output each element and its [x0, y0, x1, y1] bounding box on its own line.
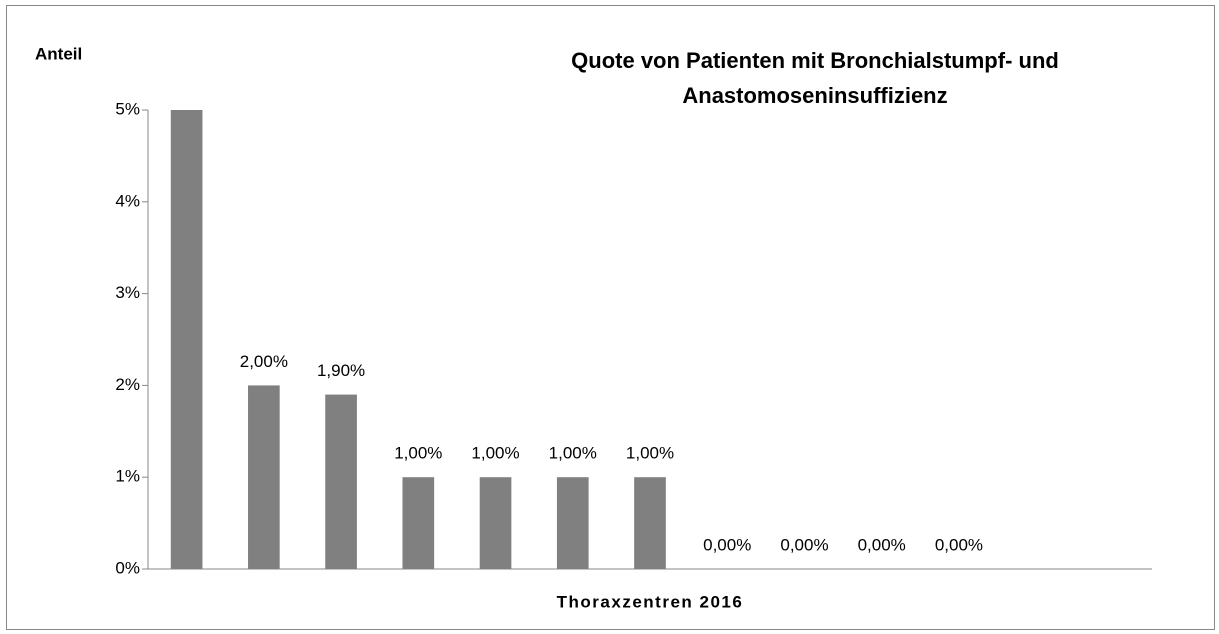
bar	[634, 477, 666, 569]
y-tick-label: 0%	[115, 558, 140, 577]
bar	[325, 394, 357, 569]
data-label: 0,00%	[858, 535, 906, 554]
y-tick-label: 3%	[115, 283, 140, 302]
chart-frame	[6, 5, 1215, 630]
data-label: 2,00%	[240, 352, 288, 371]
bar	[556, 477, 589, 569]
data-label: 0,00%	[703, 535, 751, 554]
chart-title: Anastomoseninsuffizienz	[682, 83, 947, 108]
data-label: 1,00%	[549, 444, 597, 463]
y-axis-label: Anteil	[35, 44, 82, 63]
bar	[170, 110, 203, 569]
y-tick-label: 4%	[115, 191, 140, 210]
data-label: 1,00%	[471, 444, 519, 463]
x-axis-label: Thoraxzentren 2016	[557, 592, 744, 611]
data-label: 1,00%	[394, 444, 442, 463]
y-tick-label: 5%	[115, 99, 140, 118]
data-label: 1,90%	[317, 361, 365, 380]
bar	[248, 385, 280, 569]
chart-title: Quote von Patienten mit Bronchialstumpf-…	[571, 48, 1059, 73]
y-tick-label: 1%	[115, 467, 140, 486]
y-tick-label: 2%	[115, 375, 140, 394]
bar	[479, 477, 512, 569]
data-label: 0,00%	[780, 535, 828, 554]
data-label: 0,00%	[935, 535, 983, 554]
data-label: 1,00%	[626, 444, 674, 463]
bar	[402, 477, 435, 569]
